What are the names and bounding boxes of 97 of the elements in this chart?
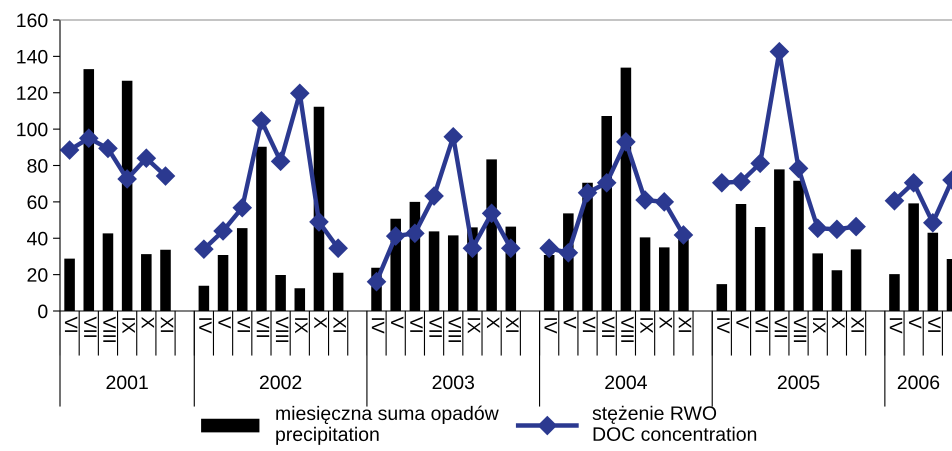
point <box>309 212 328 232</box>
x-tick-label: V <box>218 316 231 329</box>
x-tick-label: VII <box>84 316 97 337</box>
x-tick-label: IX <box>640 318 653 334</box>
point <box>846 217 866 236</box>
x-tick-label: VI <box>64 316 78 332</box>
point <box>636 190 655 210</box>
x-tick-label: XI <box>678 316 692 332</box>
point <box>654 192 674 212</box>
text: 2003 <box>432 375 474 390</box>
x-tick-label: IX <box>295 318 308 334</box>
x-tick-label: VI <box>756 316 768 332</box>
x-tick-label: XI <box>851 316 864 332</box>
x-tick-label: IX <box>468 318 480 334</box>
point <box>482 204 502 223</box>
point <box>271 152 290 171</box>
point <box>597 173 616 192</box>
text: 2005 <box>778 375 820 390</box>
point <box>136 148 156 168</box>
point <box>386 226 406 246</box>
x-tick-label: IV <box>199 318 212 334</box>
x-tick-label: V <box>736 316 749 329</box>
point <box>156 166 176 186</box>
x-tick-label: VI <box>582 316 596 332</box>
x-tick-label: IV <box>544 318 557 334</box>
point <box>616 132 636 152</box>
point <box>194 240 214 259</box>
point <box>827 220 846 239</box>
x-tick-label: XI <box>160 316 174 332</box>
y-tick-label: 40 <box>27 232 48 246</box>
point <box>712 173 732 192</box>
text: 2001 <box>106 375 148 390</box>
point <box>214 221 233 241</box>
x-tick-label: V <box>391 316 404 329</box>
x-tick-label: VII <box>774 316 788 337</box>
legend-label: miesięczna suma opadów precipitation <box>276 406 499 445</box>
x-tick-label: X <box>314 316 327 328</box>
x-tick-label: IX <box>122 318 135 334</box>
point <box>462 238 482 258</box>
x-tick-label: X <box>832 316 845 328</box>
x-tick-label: VI <box>410 316 423 332</box>
x-tick-label: VII <box>602 316 614 337</box>
point <box>501 238 520 258</box>
x-tick-label: VII <box>429 316 442 337</box>
x-tick-label: XI <box>333 316 346 332</box>
x-tick-label: VII <box>256 316 270 337</box>
point <box>79 128 98 148</box>
x-tick-label: VIII <box>448 316 461 342</box>
point <box>232 198 252 218</box>
point <box>578 183 598 202</box>
point <box>808 218 828 238</box>
point <box>328 238 348 258</box>
y-tick-label: 60 <box>28 195 48 210</box>
point <box>366 272 386 292</box>
x-tick-label: IV <box>890 318 902 334</box>
x-tick-label: XI <box>506 316 519 332</box>
y-tick-label: 0 <box>38 304 48 318</box>
x-tick-label: X <box>660 316 672 328</box>
y-tick-label: 120 <box>17 86 48 100</box>
point <box>558 243 578 262</box>
x-tick-label: VIII <box>103 316 116 342</box>
x-tick-label: VI <box>928 316 941 332</box>
point <box>923 213 942 232</box>
x-tick-label: VIII <box>794 316 806 342</box>
point <box>444 127 463 146</box>
text: 2002 <box>260 375 302 390</box>
text: 2004 <box>605 375 647 390</box>
point <box>731 172 751 192</box>
x-tick-label: VI <box>238 316 250 332</box>
point <box>674 225 693 245</box>
y-tick-label: 80 <box>27 158 48 173</box>
point <box>540 238 559 258</box>
point <box>424 186 444 206</box>
x-tick-label: IV <box>372 318 384 334</box>
point <box>904 173 924 192</box>
point <box>884 191 904 210</box>
x-tick-label: IV <box>717 318 730 334</box>
y-tick-label: 140 <box>17 50 48 64</box>
point <box>252 111 271 130</box>
y-tick-label: 100 <box>17 122 48 136</box>
y-tick-label: 20 <box>28 268 48 282</box>
point <box>750 154 770 173</box>
x-tick-label: VIII <box>276 316 288 342</box>
legend-label: stężenie RWO DOC concentration <box>592 406 756 441</box>
text: 2006 <box>898 375 940 390</box>
point <box>60 140 80 160</box>
point <box>405 224 424 243</box>
point <box>98 138 118 158</box>
point <box>118 169 137 188</box>
x-tick-label: VIII <box>621 316 634 342</box>
x-tick-label: V <box>564 316 576 329</box>
x-tick-label: X <box>142 316 154 328</box>
x-tick-label: IX <box>813 318 826 334</box>
x-tick-label: X <box>486 316 500 328</box>
x-tick-label: V <box>908 316 922 329</box>
point <box>789 158 808 178</box>
y-tick-label: 160 <box>17 13 48 28</box>
